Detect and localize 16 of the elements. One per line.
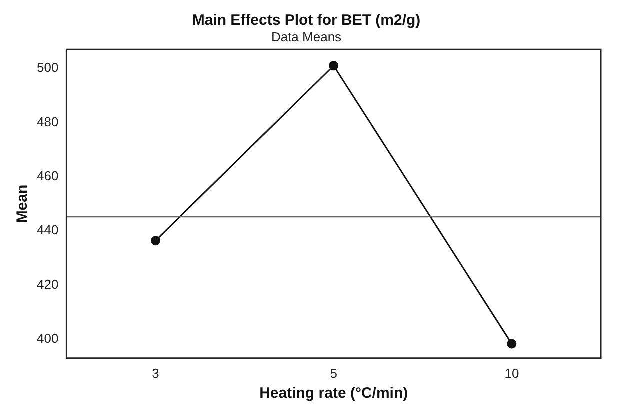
chart-subtitle: Data Means	[271, 29, 342, 44]
y-tick-label: 480	[36, 114, 59, 130]
x-axis-title: Heating rate (°C/min)	[260, 385, 408, 402]
x-tick-label: 3	[152, 366, 160, 381]
y-axis-title: Mean	[14, 184, 32, 224]
point	[150, 236, 160, 246]
chart-title: Main Effects Plot for BET (m2/g)	[192, 12, 421, 30]
y-tick-label: 440	[36, 222, 59, 238]
point	[507, 339, 517, 349]
point	[329, 61, 339, 71]
y-tick-label: 460	[36, 168, 59, 184]
x-tick-label: 10	[504, 366, 520, 381]
y-tick-label: 500	[36, 60, 59, 76]
y-tick-label: 420	[36, 276, 59, 292]
x-tick-label: 5	[330, 366, 338, 381]
y-tick-label: 400	[36, 331, 59, 346]
